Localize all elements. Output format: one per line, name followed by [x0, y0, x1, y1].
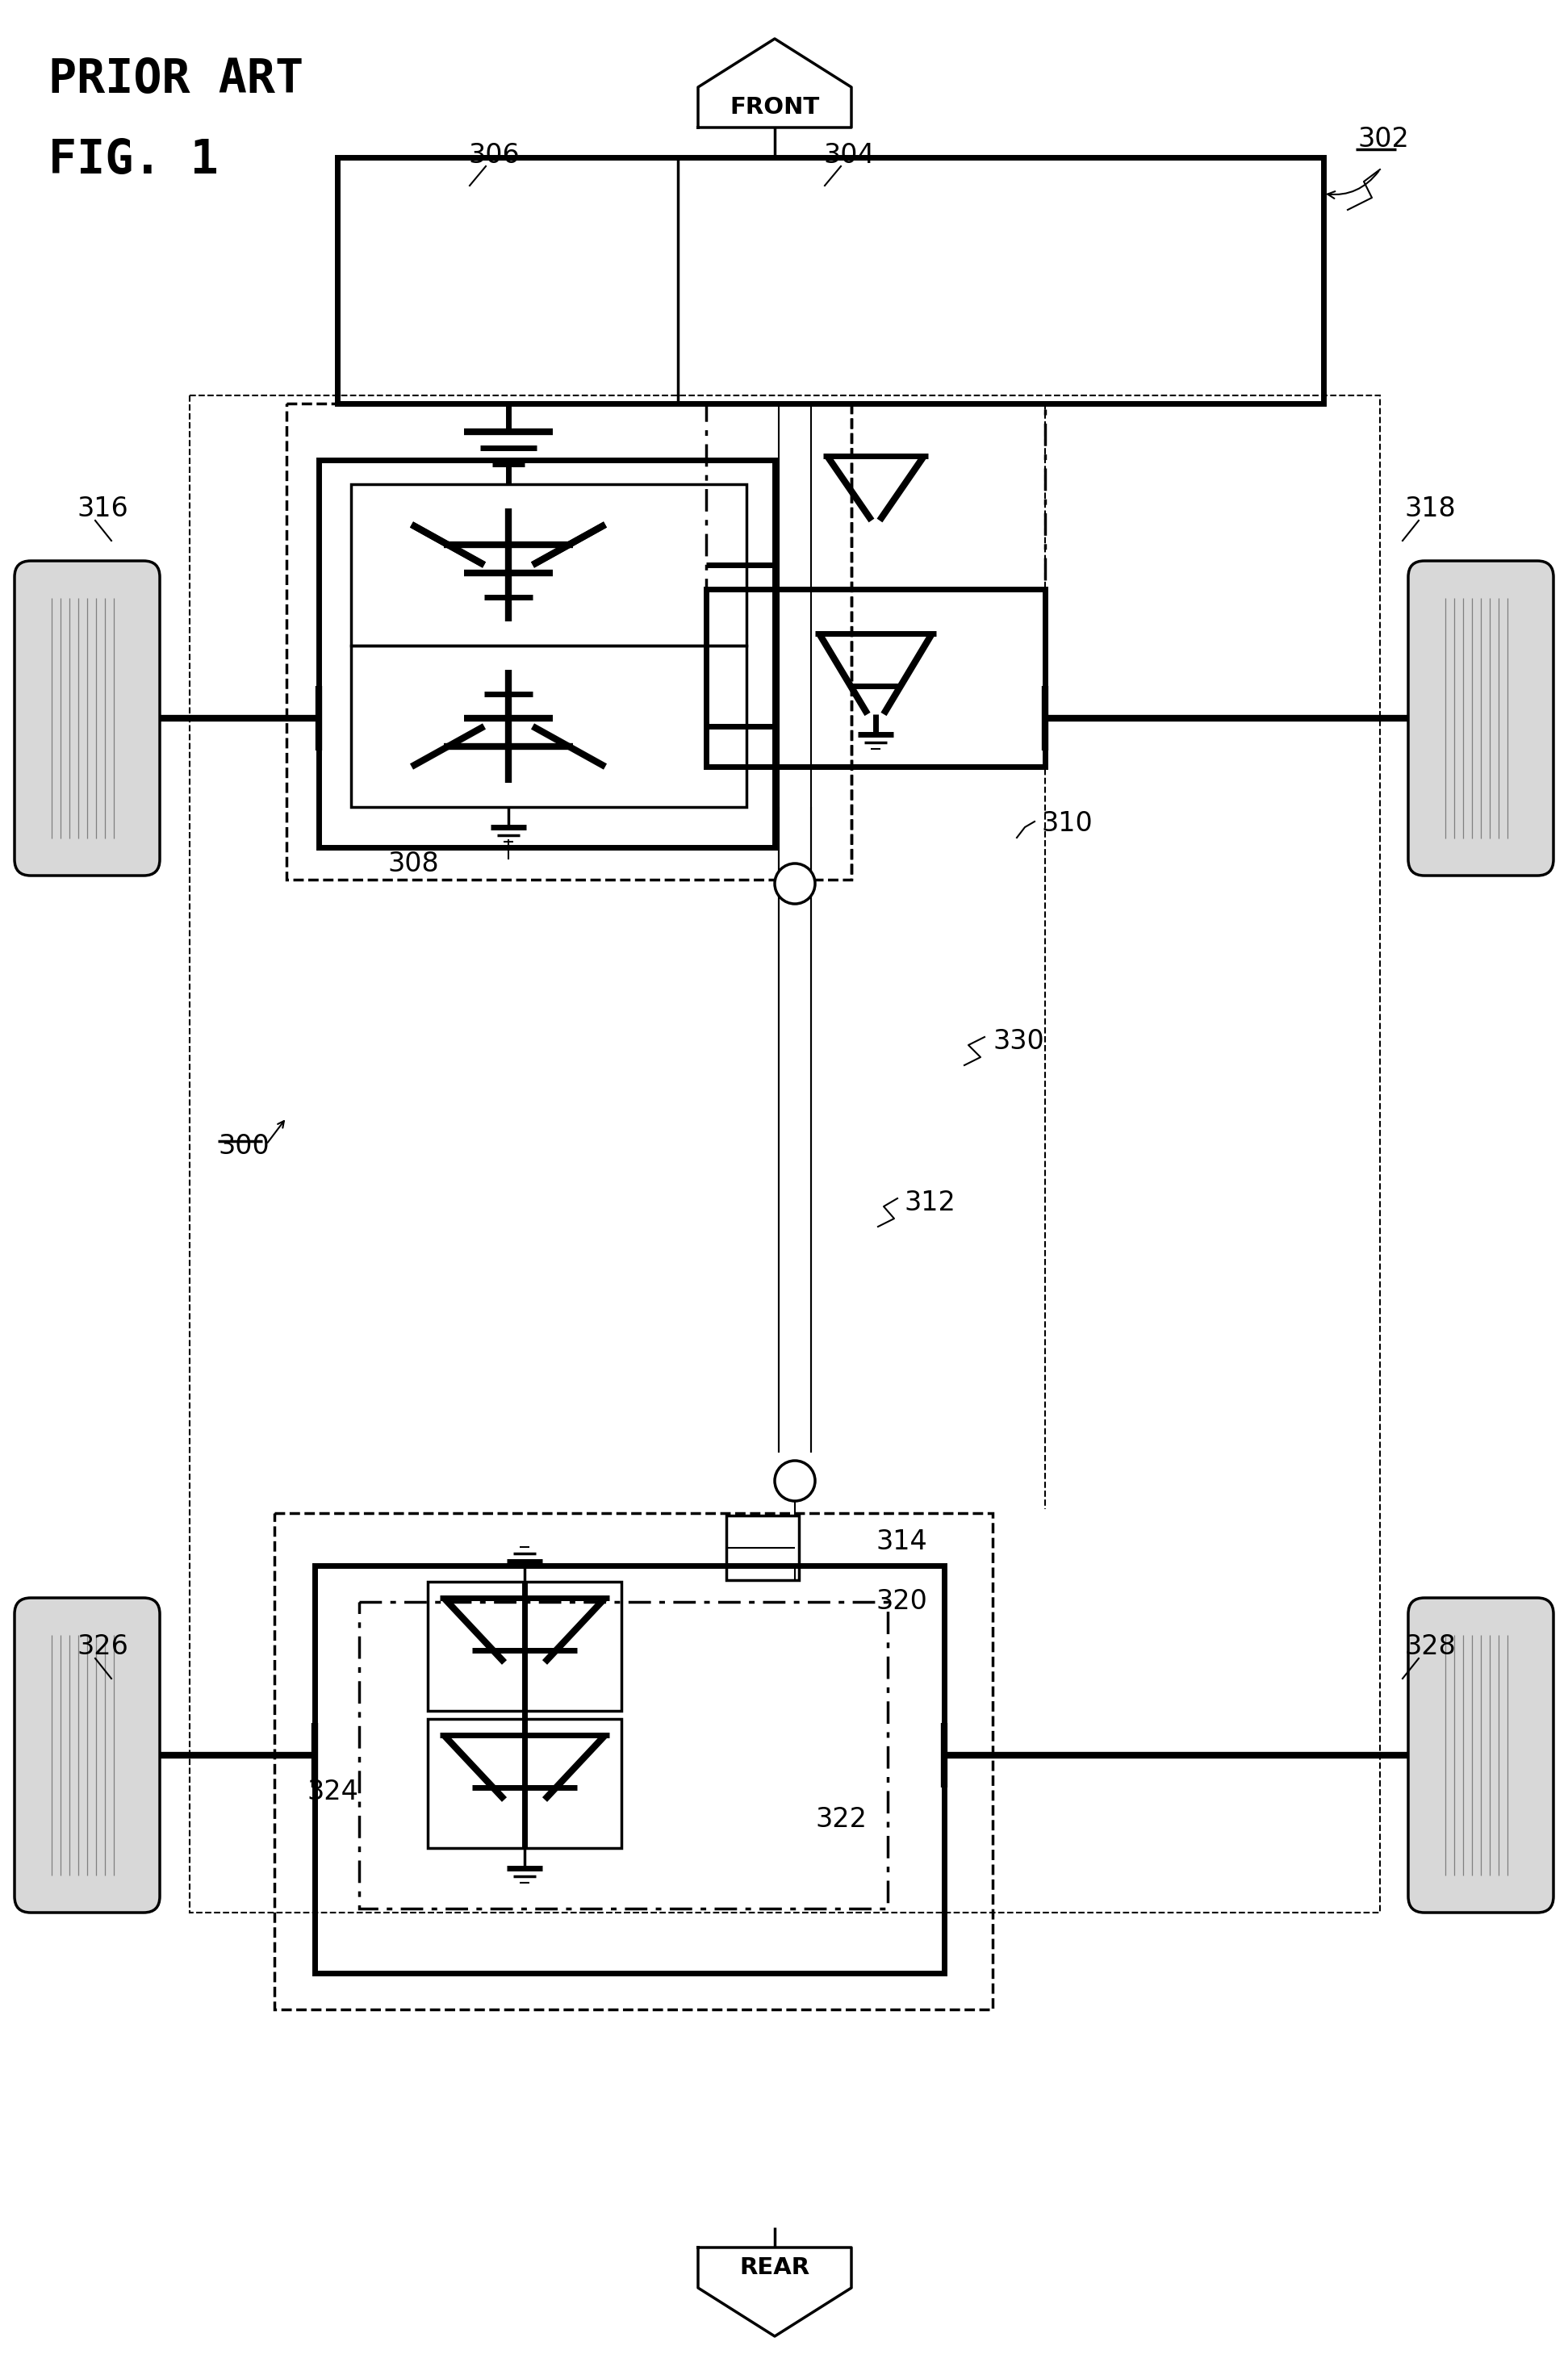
- Text: 308: 308: [387, 850, 439, 876]
- Bar: [428, 1582, 621, 1710]
- Bar: [315, 1565, 944, 1974]
- Text: 326: 326: [77, 1634, 129, 1660]
- Text: 300: 300: [218, 1133, 270, 1159]
- Circle shape: [775, 1461, 815, 1501]
- Polygon shape: [698, 38, 851, 128]
- Text: PRIOR ART: PRIOR ART: [49, 57, 304, 102]
- Text: FIG. 1: FIG. 1: [49, 138, 218, 183]
- Bar: [726, 1515, 800, 1579]
- Text: 322: 322: [815, 1807, 867, 1834]
- Text: 314: 314: [875, 1527, 927, 1556]
- Bar: [274, 1513, 993, 2009]
- FancyBboxPatch shape: [1408, 1598, 1554, 1912]
- Text: 316: 316: [77, 494, 129, 522]
- Text: 328: 328: [1405, 1634, 1455, 1660]
- Text: 310: 310: [1041, 810, 1093, 836]
- Bar: [428, 1720, 621, 1848]
- Text: 320: 320: [875, 1589, 927, 1615]
- Bar: [706, 589, 1044, 767]
- Text: 302: 302: [1358, 126, 1410, 152]
- Text: FRONT: FRONT: [729, 95, 820, 119]
- Circle shape: [775, 864, 815, 905]
- Bar: [351, 646, 746, 808]
- Text: 318: 318: [1405, 494, 1455, 522]
- Text: 324: 324: [307, 1779, 358, 1805]
- FancyBboxPatch shape: [14, 560, 160, 876]
- Text: 312: 312: [903, 1190, 955, 1216]
- Bar: [337, 157, 1323, 404]
- Text: REAR: REAR: [740, 2256, 811, 2280]
- Bar: [318, 461, 775, 848]
- FancyBboxPatch shape: [14, 1598, 160, 1912]
- Text: 304: 304: [823, 142, 875, 169]
- FancyBboxPatch shape: [1408, 560, 1554, 876]
- Bar: [706, 404, 1044, 589]
- Text: 330: 330: [993, 1028, 1044, 1054]
- Text: 306: 306: [469, 142, 519, 169]
- Bar: [287, 404, 851, 879]
- Bar: [359, 1601, 887, 1910]
- Bar: [190, 394, 1380, 1912]
- Polygon shape: [698, 2247, 851, 2337]
- Bar: [351, 484, 746, 646]
